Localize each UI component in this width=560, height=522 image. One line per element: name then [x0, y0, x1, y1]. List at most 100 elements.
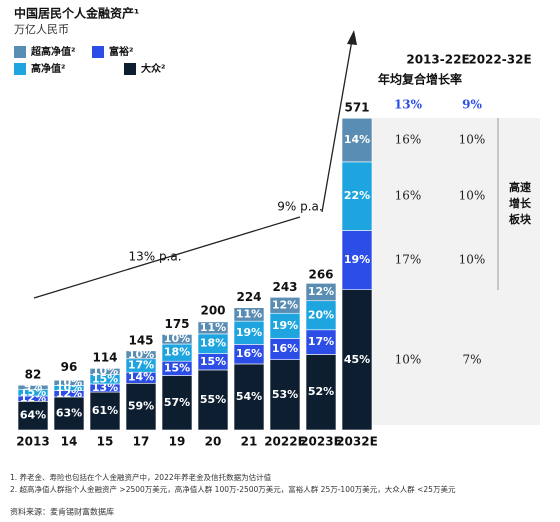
side-label: 板块	[509, 212, 532, 226]
value-label: 52%	[308, 385, 334, 398]
value-label: 22%	[344, 189, 370, 202]
footnote: 2. 超高净值人群指个人金融资产 >2500万美元，高净值人群 100万-250…	[10, 484, 456, 494]
x-tick-label: 19	[169, 435, 186, 449]
value-label: 10%	[56, 376, 82, 389]
bar-segment	[197, 321, 229, 335]
total-label: 224	[236, 290, 261, 304]
value-label: 15%	[92, 372, 118, 385]
table-cell: 9%	[462, 98, 482, 112]
bar-segment	[89, 368, 121, 375]
table-cell: 10%	[459, 253, 486, 267]
footnote: 1. 养老金、寿险也包括在个人金融资产中，2022年养老金及信托数据为估计值	[10, 472, 272, 482]
total-label: 571	[344, 101, 369, 115]
source: 资料来源：麦肯锡财富数据库	[10, 507, 114, 517]
bar-segment	[197, 369, 229, 431]
value-label: 15%	[200, 355, 226, 368]
side-label: 增长	[509, 196, 532, 210]
value-label: 19%	[236, 326, 262, 339]
value-label: 18%	[164, 346, 190, 359]
value-label: 61%	[92, 404, 118, 417]
table-header: 2022-32E	[468, 53, 531, 67]
table-subheader: 年均复合增长率	[378, 72, 462, 87]
arrow-head	[347, 30, 357, 45]
value-label: 12%	[308, 285, 334, 298]
table-cell: 13%	[394, 98, 423, 112]
annotation: 13% p.a.	[128, 250, 181, 264]
legend-label: 大众²	[141, 62, 165, 75]
value-label: 17%	[128, 358, 154, 371]
bar-segment	[17, 401, 49, 431]
bar-segment	[341, 230, 373, 291]
value-label: 45%	[344, 353, 370, 366]
bar-segment	[53, 396, 85, 431]
bar-segment	[17, 384, 49, 390]
bar-segment	[341, 289, 373, 431]
bar-segment	[161, 375, 193, 431]
value-label: 55%	[200, 393, 226, 406]
table-cell: 17%	[395, 253, 422, 267]
table-cell: 10%	[459, 133, 486, 147]
total-label: 114	[92, 350, 117, 364]
table-cell: 16%	[395, 189, 422, 203]
legend-label: 高净值²	[31, 62, 65, 75]
total-label: 145	[128, 333, 153, 347]
bar-segment	[161, 334, 193, 345]
legend-swatch	[14, 46, 26, 58]
bar-segment	[305, 329, 337, 355]
x-tick-label: 15	[97, 435, 114, 449]
legend-label: 超高净值²	[30, 45, 75, 58]
bar-segment	[233, 363, 265, 431]
bar-segment	[305, 354, 337, 431]
total-label: 96	[61, 360, 78, 374]
value-label: 10%	[128, 348, 154, 361]
bar-segment	[269, 297, 301, 314]
value-label: 57%	[164, 396, 190, 409]
value-label: 54%	[236, 390, 262, 403]
bar-segment	[305, 283, 337, 302]
value-label: 9%	[24, 380, 43, 393]
bar-segment	[89, 391, 121, 431]
value-label: 16%	[236, 347, 262, 360]
bar-segment	[305, 300, 337, 331]
annotation: 9% p.a.	[277, 200, 322, 214]
total-label: 243	[272, 280, 297, 294]
bar-segment	[269, 359, 301, 431]
table-cell: 10%	[459, 189, 486, 203]
legend-label: 富裕²	[109, 45, 133, 58]
side-label: 高速	[509, 180, 531, 194]
x-tick-label: 14	[61, 435, 78, 449]
x-tick-label: 17	[133, 435, 150, 449]
value-label: 18%	[200, 337, 226, 350]
bar-segment	[341, 117, 373, 163]
trend-arrow	[33, 216, 301, 299]
value-label: 53%	[272, 388, 298, 401]
chart-subtitle: 万亿人民币	[14, 23, 69, 36]
legend-swatch	[14, 63, 26, 75]
value-label: 19%	[344, 253, 370, 266]
value-label: 10%	[92, 364, 118, 377]
total-label: 175	[164, 317, 189, 331]
table-shade	[372, 118, 540, 425]
table-cell: 16%	[395, 133, 422, 147]
value-label: 10%	[164, 332, 190, 345]
legend-swatch	[124, 63, 136, 75]
x-tick-label: 2023E	[300, 435, 342, 449]
value-label: 14%	[128, 371, 154, 384]
value-label: 15%	[164, 361, 190, 374]
chart-title: 中国居民个人金融资产¹	[14, 6, 139, 21]
x-tick-label: 20	[205, 435, 222, 449]
x-tick-label: 2013	[16, 435, 49, 449]
table-cell: 10%	[395, 352, 422, 366]
bar-segment	[125, 350, 157, 360]
table-cell: 7%	[462, 352, 481, 366]
bar-segment	[233, 307, 265, 322]
value-label: 16%	[272, 342, 298, 355]
total-label: 200	[200, 303, 225, 317]
bar-segment	[53, 379, 85, 386]
total-label: 266	[308, 267, 333, 281]
trend-arrow	[321, 39, 353, 213]
value-label: 17%	[308, 335, 334, 348]
value-label: 12%	[272, 298, 298, 311]
total-label: 82	[25, 368, 42, 382]
